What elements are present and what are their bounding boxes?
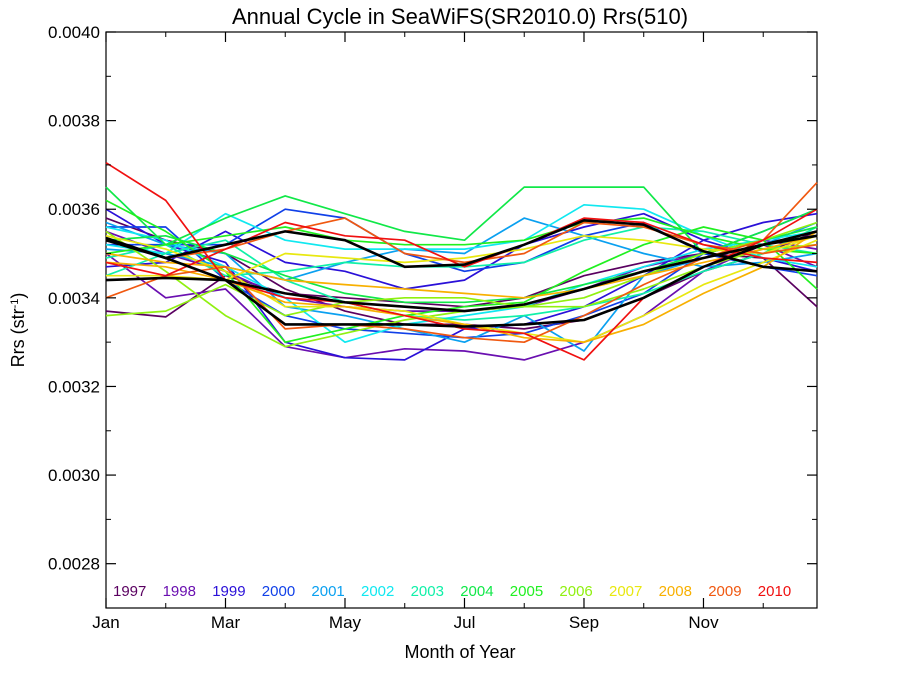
legend-entry-2001: 2001 <box>311 583 344 600</box>
legend-entry-2010: 2010 <box>758 583 791 600</box>
legend-entry-2000: 2000 <box>262 583 295 600</box>
x-axis-label: Month of Year <box>404 642 515 662</box>
legend-entry-2008: 2008 <box>659 583 692 600</box>
y-tick-label: 0.0030 <box>48 466 100 485</box>
y-tick-label: 0.0028 <box>48 555 100 574</box>
series-line-2003 <box>105 226 818 321</box>
legend-entry-2004: 2004 <box>460 583 493 600</box>
legend-entry-2006: 2006 <box>559 583 592 600</box>
y-tick-label: 0.0032 <box>48 377 100 396</box>
x-tick-label: Nov <box>688 613 719 632</box>
x-tick-label: Sep <box>569 613 599 632</box>
plot-border <box>105 31 818 609</box>
series-layer <box>105 161 818 361</box>
y-tick-label: 0.0036 <box>48 200 100 219</box>
plot-frame <box>105 31 818 609</box>
x-tick-label: May <box>329 613 362 632</box>
mean-line <box>105 230 818 328</box>
x-tick-label: Jan <box>92 613 119 632</box>
mean-line <box>105 219 818 273</box>
x-tick-label: Jul <box>454 613 476 632</box>
y-axis-label: Rrs (str-1) <box>8 293 28 368</box>
legend-entry-2009: 2009 <box>708 583 741 600</box>
legend-entry-2003: 2003 <box>411 583 444 600</box>
mean-layer <box>105 219 818 328</box>
series-line-2010 <box>105 217 818 277</box>
y-axis-label-main: Rrs (str <box>8 308 28 367</box>
series-line-1999 <box>105 212 818 290</box>
chart-title: Annual Cycle in SeaWiFS(SR2010.0) Rrs(51… <box>232 4 688 29</box>
y-axis-label-sup: -1 <box>9 299 21 309</box>
y-tick-label: 0.0038 <box>48 112 100 131</box>
y-axis-label-close: ) <box>8 293 28 299</box>
x-tick-label: Mar <box>211 613 241 632</box>
legend-entry-2007: 2007 <box>609 583 642 600</box>
legend-entry-1998: 1998 <box>163 583 196 600</box>
legend-entry-2002: 2002 <box>361 583 394 600</box>
legend-entry-2005: 2005 <box>510 583 543 600</box>
y-tick-label: 0.0034 <box>48 289 100 308</box>
legend-entry-1999: 1999 <box>212 583 245 600</box>
ticks-layer: 0.0028 0.0030 0.0032 0.0034 0.0036 0.0038 0.00… <box>48 23 817 632</box>
legend: 1997 1998 1999 2000 2001 2002 2003 2004 2005 2006… <box>113 583 791 600</box>
series-line-2005 <box>105 217 818 255</box>
y-tick-label: 0.0040 <box>48 23 100 42</box>
legend-entry-1997: 1997 <box>113 583 146 600</box>
